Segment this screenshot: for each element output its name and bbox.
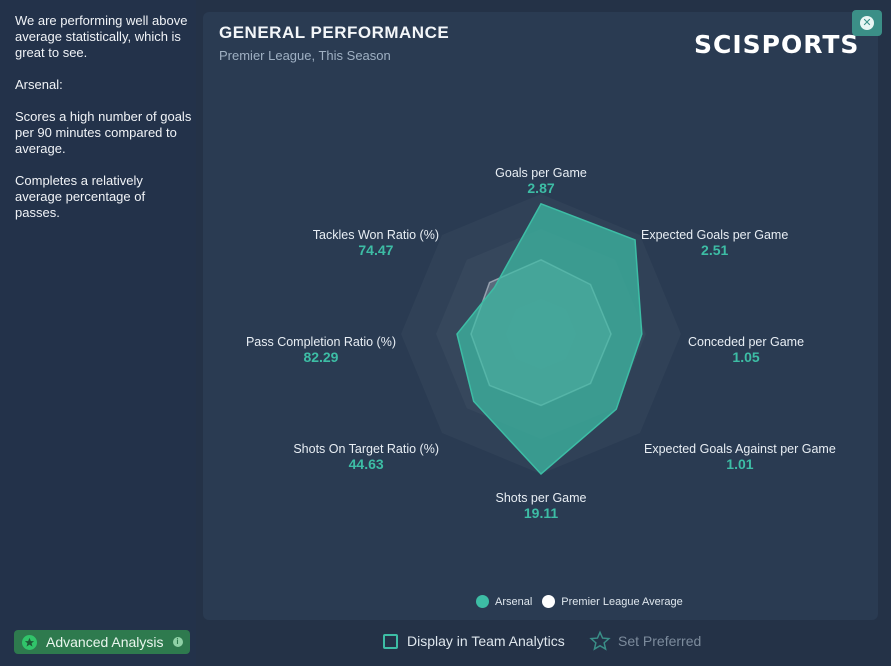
axis-label: Tackles Won Ratio (%) (313, 228, 439, 242)
performance-panel: GENERAL PERFORMANCE Premier League, This… (203, 12, 878, 620)
display-label: Display in Team Analytics (407, 633, 565, 649)
display-in-team-analytics[interactable]: Display in Team Analytics (383, 629, 565, 653)
axis-label: Shots per Game (495, 491, 586, 505)
summary-text: We are performing well above average sta… (15, 13, 193, 237)
team-polygon (456, 202, 643, 476)
axis-value: 2.51 (701, 242, 728, 258)
set-preferred[interactable]: Set Preferred (588, 629, 701, 653)
axis-value: 82.29 (303, 349, 338, 365)
panel-title: GENERAL PERFORMANCE (219, 23, 450, 42)
legend-average-label: Premier League Average (561, 595, 683, 608)
star-icon (22, 634, 37, 650)
scisports-logo: SCISPORTS (694, 30, 860, 59)
info-icon[interactable]: i (172, 637, 183, 647)
advanced-analysis-button[interactable]: Advanced Analysis i (14, 630, 190, 654)
panel-subtitle: Premier League, This Season (219, 48, 391, 63)
summary-line-2: Arsenal: (15, 77, 63, 92)
display-checkbox[interactable] (383, 633, 398, 649)
close-button[interactable]: ✕ (852, 10, 882, 36)
sidebar: We are performing well above average sta… (0, 0, 196, 666)
axis-label: Expected Goals Against per Game (644, 442, 836, 456)
axis-value: 1.05 (732, 349, 759, 365)
legend-average: Premier League Average (542, 595, 683, 608)
axis-value: 19.11 (524, 505, 558, 521)
legend-team-swatch (476, 595, 489, 608)
axis-label: Pass Completion Ratio (%) (246, 335, 396, 349)
axis-label: Conceded per Game (688, 335, 804, 349)
summary-line-3: Scores a high number of goals per 90 min… (15, 109, 192, 156)
axis-value: 2.87 (527, 180, 554, 196)
legend-average-swatch (542, 595, 556, 608)
axis-value: 74.47 (358, 242, 393, 258)
axis-label: Shots On Target Ratio (%) (293, 442, 439, 456)
axis-label: Expected Goals per Game (641, 228, 788, 242)
axis-value: 1.01 (726, 456, 753, 472)
advanced-analysis-label: Advanced Analysis (46, 634, 164, 650)
set-preferred-label: Set Preferred (618, 633, 702, 649)
star-outline-icon (588, 630, 612, 652)
legend-team-label: Arsenal (495, 595, 533, 608)
close-icon: ✕ (860, 16, 874, 30)
summary-line-1: We are performing well above average sta… (15, 13, 188, 60)
axis-value: 44.63 (349, 456, 384, 472)
chart-legend: Arsenal Premier League Average (476, 595, 693, 608)
axis-label: Goals per Game (495, 166, 587, 180)
summary-line-4: Completes a relatively average percentag… (15, 173, 146, 220)
legend-team: Arsenal (476, 595, 532, 608)
